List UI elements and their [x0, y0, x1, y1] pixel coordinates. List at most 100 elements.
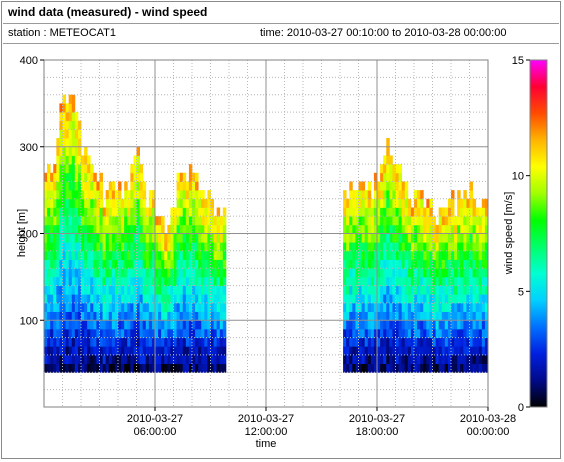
heatmap-cell: [389, 190, 393, 200]
heatmap-cell: [179, 268, 184, 278]
heatmap-cell: [90, 363, 94, 373]
heatmap-cell: [87, 242, 91, 252]
heatmap-cell: [99, 198, 103, 208]
heatmap-cell: [74, 276, 79, 286]
heatmap-cell: [414, 346, 418, 356]
heatmap-cell: [373, 207, 378, 217]
heatmap-cell: [361, 354, 366, 365]
heatmap-cell: [484, 224, 489, 234]
heatmap-cell: [407, 294, 412, 304]
heatmap-cell: [139, 259, 144, 269]
heatmap-cell: [114, 224, 119, 234]
heatmap-cell: [56, 164, 60, 174]
heatmap-cell: [90, 268, 94, 278]
heatmap-cell: [383, 216, 387, 226]
heatmap-cell: [404, 311, 409, 321]
heatmap-cell: [423, 242, 427, 252]
heatmap-cell: [87, 233, 91, 243]
heatmap-cell: [176, 172, 181, 182]
heatmap-cell: [93, 268, 97, 278]
heatmap-cell: [364, 328, 369, 339]
heatmap-cell: [90, 276, 94, 286]
heatmap-cell: [195, 268, 199, 278]
heatmap-cell: [114, 216, 119, 226]
heatmap-cell: [108, 346, 113, 356]
heatmap-cell: [105, 224, 110, 234]
heatmap-cell: [74, 268, 79, 278]
heatmap-cell: [148, 259, 153, 269]
heatmap-cell: [167, 302, 171, 312]
heatmap-cell: [441, 320, 446, 330]
heatmap-cell: [429, 294, 433, 304]
heatmap-cell: [484, 346, 489, 356]
heatmap-cell: [432, 320, 436, 330]
heatmap-cell: [355, 233, 359, 243]
heatmap-cell: [444, 337, 449, 347]
heatmap-cell: [392, 363, 396, 373]
heatmap-cell: [407, 216, 412, 226]
heatmap-cell: [219, 337, 224, 347]
heatmap-cell: [185, 233, 190, 243]
heatmap-cell: [484, 294, 489, 304]
heatmap-cell: [124, 268, 128, 278]
heatmap-cell: [68, 129, 73, 139]
heatmap-cell: [407, 233, 412, 243]
heatmap-cell: [367, 320, 372, 330]
heatmap-cell: [148, 294, 153, 304]
heatmap-cell: [478, 328, 483, 339]
heatmap-cell: [47, 302, 51, 312]
heatmap-cell: [481, 224, 486, 234]
heatmap-cell: [457, 328, 461, 339]
heatmap-cell: [475, 233, 480, 243]
heatmap-cell: [481, 198, 486, 208]
heatmap-cell: [170, 320, 174, 330]
heatmap-cell: [145, 337, 150, 347]
heatmap-cell: [136, 285, 140, 295]
heatmap-cell: [161, 233, 165, 243]
heatmap-cell: [71, 354, 76, 365]
heatmap-cell: [99, 190, 103, 200]
heatmap-cell: [201, 250, 205, 260]
heatmap-cell: [389, 268, 393, 278]
heatmap-cell: [118, 363, 122, 373]
heatmap-cell: [401, 242, 406, 252]
heatmap-cell: [213, 328, 218, 339]
heatmap-cell: [457, 302, 461, 312]
heatmap-cell: [108, 276, 113, 286]
heatmap-cell: [195, 363, 199, 373]
heatmap-cell: [392, 164, 396, 174]
heatmap-cell: [349, 276, 353, 286]
heatmap-cell: [401, 250, 406, 260]
heatmap-cell: [151, 320, 156, 330]
heatmap-cell: [438, 354, 443, 365]
heatmap-cell: [68, 103, 73, 113]
heatmap-cell: [105, 346, 110, 356]
heatmap-cell: [463, 233, 467, 243]
heatmap-cell: [355, 337, 359, 347]
heatmap-cell: [114, 363, 119, 373]
heatmap-cell: [213, 346, 218, 356]
heatmap-cell: [404, 302, 409, 312]
heatmap-cell: [472, 363, 477, 373]
heatmap-cell: [466, 224, 470, 234]
x-tick-label-time: 12:00:00: [245, 426, 288, 438]
heatmap-cell: [386, 346, 390, 356]
heatmap-cell: [481, 302, 486, 312]
heatmap-cell: [145, 354, 150, 365]
heatmap-cell: [179, 276, 184, 286]
heatmap-cell: [62, 320, 66, 330]
heatmap-cell: [429, 320, 433, 330]
heatmap-cell: [410, 276, 415, 286]
heatmap-cell: [65, 250, 70, 260]
heatmap-cell: [380, 337, 384, 347]
heatmap-cell: [457, 294, 461, 304]
heatmap-cell: [118, 337, 122, 347]
heatmap-cell: [210, 268, 214, 278]
heatmap-cell: [484, 233, 489, 243]
heatmap-cell: [59, 294, 63, 304]
heatmap-cell: [451, 302, 455, 312]
heatmap-cell: [417, 268, 421, 278]
heatmap-cell: [59, 172, 63, 182]
heatmap-cell: [188, 320, 193, 330]
heatmap-cell: [414, 198, 418, 208]
